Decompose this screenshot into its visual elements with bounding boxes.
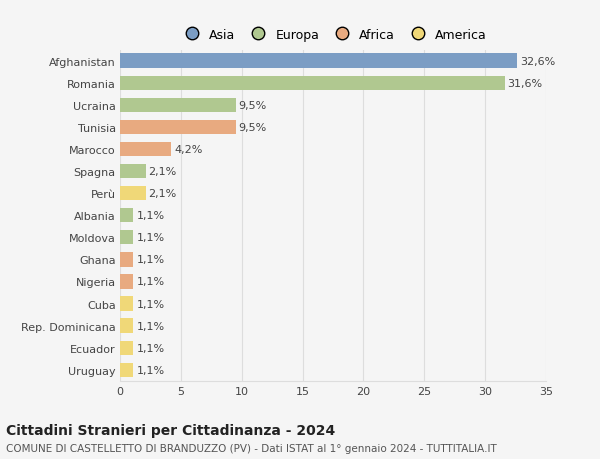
Text: 9,5%: 9,5%: [239, 101, 267, 111]
Bar: [120, 363, 133, 377]
Text: Cittadini Stranieri per Cittadinanza - 2024: Cittadini Stranieri per Cittadinanza - 2…: [6, 423, 335, 437]
Text: 4,2%: 4,2%: [174, 145, 203, 155]
Bar: [120, 186, 146, 201]
Text: 31,6%: 31,6%: [508, 78, 543, 89]
Text: 1,1%: 1,1%: [136, 277, 164, 287]
Text: 2,1%: 2,1%: [149, 167, 177, 177]
Bar: [120, 98, 236, 113]
Text: 2,1%: 2,1%: [149, 189, 177, 199]
Text: 1,1%: 1,1%: [136, 255, 164, 265]
Text: 1,1%: 1,1%: [136, 211, 164, 221]
Bar: [120, 164, 146, 179]
Bar: [120, 230, 133, 245]
Legend: Asia, Europa, Africa, America: Asia, Europa, Africa, America: [174, 24, 492, 47]
Bar: [120, 208, 133, 223]
Bar: [120, 341, 133, 355]
Bar: [120, 297, 133, 311]
Text: 1,1%: 1,1%: [136, 299, 164, 309]
Bar: [120, 120, 236, 135]
Bar: [120, 274, 133, 289]
Bar: [120, 319, 133, 333]
Bar: [120, 252, 133, 267]
Text: 1,1%: 1,1%: [136, 343, 164, 353]
Bar: [120, 76, 505, 91]
Text: 1,1%: 1,1%: [136, 233, 164, 243]
Bar: [120, 54, 517, 69]
Text: 32,6%: 32,6%: [520, 56, 555, 67]
Bar: [120, 142, 171, 157]
Text: 1,1%: 1,1%: [136, 321, 164, 331]
Text: 9,5%: 9,5%: [239, 123, 267, 133]
Text: COMUNE DI CASTELLETTO DI BRANDUZZO (PV) - Dati ISTAT al 1° gennaio 2024 - TUTTIT: COMUNE DI CASTELLETTO DI BRANDUZZO (PV) …: [6, 443, 497, 453]
Text: 1,1%: 1,1%: [136, 365, 164, 375]
